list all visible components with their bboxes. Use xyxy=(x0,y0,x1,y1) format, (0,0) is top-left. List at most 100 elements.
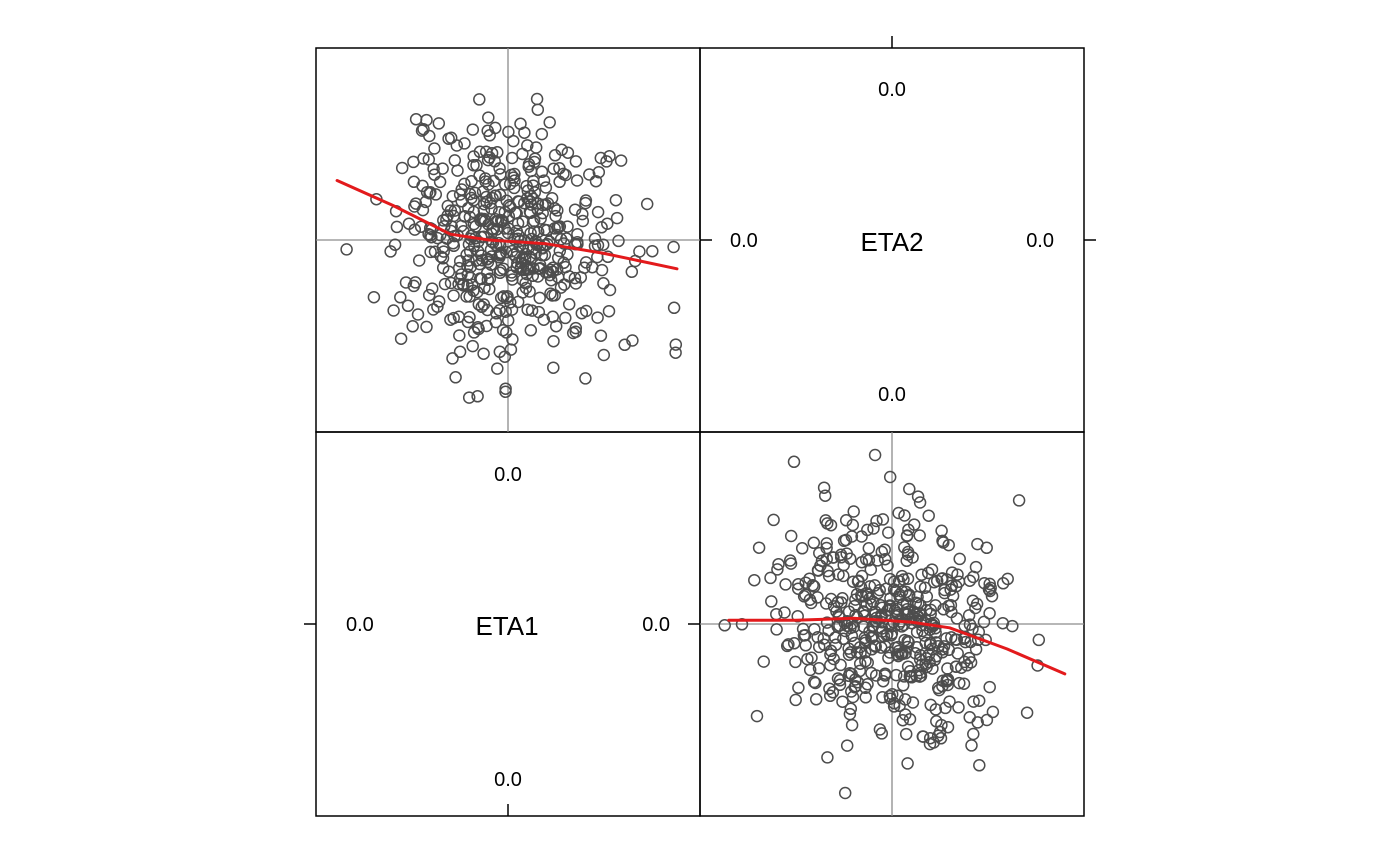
data-point xyxy=(845,629,859,643)
data-point xyxy=(490,307,503,320)
data-point xyxy=(893,590,906,604)
data-point xyxy=(458,177,471,191)
data-point xyxy=(522,263,535,276)
data-point xyxy=(969,601,982,615)
data-point xyxy=(840,619,854,633)
data-point xyxy=(460,290,473,303)
data-point xyxy=(551,270,565,284)
data-point xyxy=(471,285,484,299)
data-point xyxy=(562,298,576,311)
data-point xyxy=(911,490,925,503)
tick-label-eta2-inner-left: 0.0 xyxy=(730,230,758,252)
data-point xyxy=(942,538,955,552)
data-point xyxy=(484,243,498,256)
data-point xyxy=(531,270,545,283)
data-point xyxy=(419,195,432,209)
data-point xyxy=(568,203,582,216)
data-point xyxy=(514,262,527,276)
data-point xyxy=(983,607,996,620)
data-point xyxy=(799,639,812,652)
data-point xyxy=(467,150,480,163)
data-point xyxy=(789,693,802,707)
data-point xyxy=(548,149,562,162)
data-point xyxy=(875,545,889,559)
data-point xyxy=(436,162,449,175)
data-point xyxy=(844,702,858,716)
data-point xyxy=(422,288,436,302)
data-point xyxy=(818,638,831,652)
data-point xyxy=(578,261,591,274)
data-point xyxy=(832,568,845,581)
data-point xyxy=(465,174,478,188)
data-point xyxy=(892,618,906,631)
data-point xyxy=(748,573,761,587)
data-point xyxy=(481,273,495,287)
data-point xyxy=(597,277,610,290)
data-point xyxy=(784,529,798,543)
data-point xyxy=(458,137,471,150)
data-point xyxy=(438,277,452,291)
data-point xyxy=(907,518,921,531)
data-point xyxy=(422,227,435,241)
data-point xyxy=(456,279,470,292)
data-point xyxy=(807,536,821,550)
data-point xyxy=(811,631,824,644)
data-point xyxy=(820,537,833,550)
data-point xyxy=(543,116,556,129)
data-point xyxy=(878,552,892,566)
data-point xyxy=(875,622,889,635)
data-point xyxy=(866,595,880,609)
data-point xyxy=(531,225,545,239)
data-point xyxy=(524,226,537,240)
data-point xyxy=(861,523,874,537)
data-point xyxy=(500,291,514,305)
data-point xyxy=(967,727,980,741)
data-point xyxy=(827,551,840,564)
data-point xyxy=(579,372,592,385)
data-point xyxy=(900,529,914,542)
data-point xyxy=(451,164,464,177)
data-point xyxy=(524,324,538,337)
data-point xyxy=(467,326,481,339)
data-point xyxy=(646,244,659,258)
data-point xyxy=(901,545,915,559)
data-point xyxy=(843,707,857,721)
data-point xyxy=(519,247,532,261)
data-point xyxy=(883,470,897,484)
data-point xyxy=(946,589,960,603)
data-point xyxy=(491,362,504,375)
data-point xyxy=(546,310,560,324)
data-point xyxy=(453,329,466,342)
data-point xyxy=(915,658,929,671)
data-point xyxy=(466,339,479,353)
data-point xyxy=(466,123,480,136)
data-point xyxy=(718,619,731,632)
data-point xyxy=(922,509,935,522)
data-point xyxy=(966,622,979,636)
data-point xyxy=(923,655,936,669)
data-point xyxy=(535,127,549,141)
data-point xyxy=(560,232,573,245)
data-point xyxy=(983,577,996,591)
data-point xyxy=(408,200,421,213)
data-point xyxy=(603,149,616,163)
data-point xyxy=(432,295,446,308)
tick-label-eta2-inner-bottom: 0.0 xyxy=(878,384,906,406)
data-point xyxy=(924,603,938,617)
data-point xyxy=(778,606,791,619)
data-point xyxy=(940,673,954,687)
data-point xyxy=(996,616,1010,630)
data-point xyxy=(591,239,605,252)
data-point xyxy=(752,541,766,554)
data-point xyxy=(985,589,999,603)
data-point xyxy=(462,238,476,251)
data-point xyxy=(417,152,430,165)
data-point xyxy=(446,352,459,365)
data-point xyxy=(918,581,932,594)
data-point xyxy=(764,571,777,585)
data-point xyxy=(881,604,894,617)
data-point xyxy=(967,695,980,708)
data-point xyxy=(490,223,503,236)
data-point xyxy=(973,759,986,772)
data-point xyxy=(809,676,822,690)
